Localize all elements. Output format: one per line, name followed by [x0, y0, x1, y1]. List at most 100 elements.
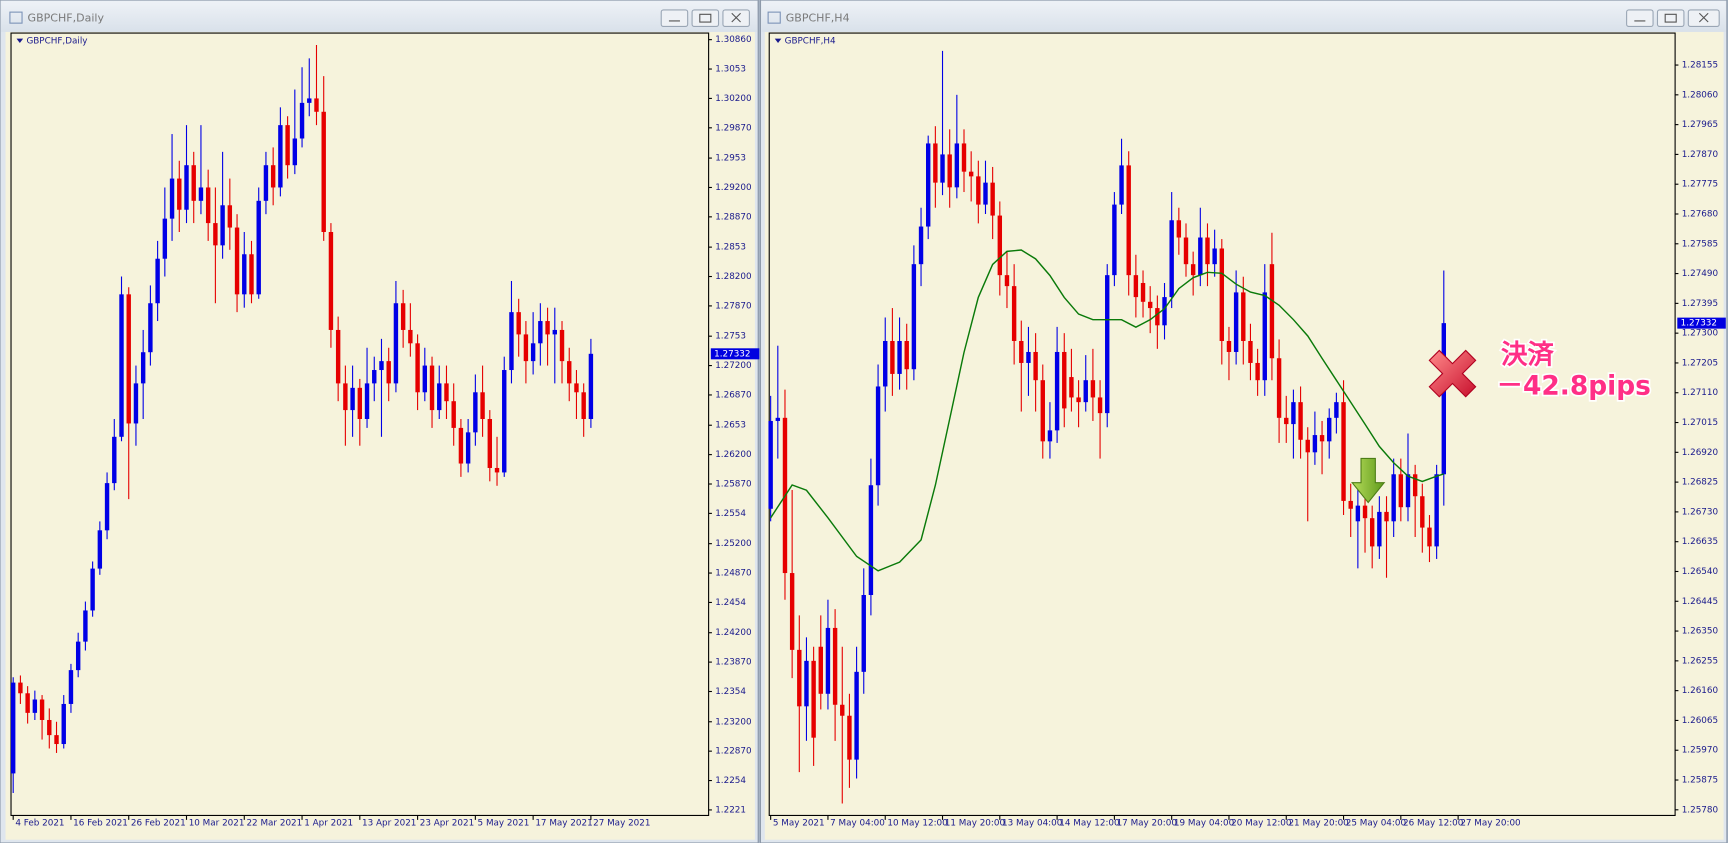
candle-body	[249, 254, 254, 295]
exit-cross	[1428, 349, 1477, 398]
candle-body	[1219, 248, 1225, 341]
y-tick-label: 1.27490	[1682, 269, 1719, 279]
maximize-button[interactable]	[1656, 9, 1685, 27]
candle-body	[861, 595, 866, 672]
current-price-label: 1.27332	[1681, 319, 1717, 329]
chart-background	[764, 31, 1724, 840]
candle-body	[379, 361, 384, 371]
candle-body	[990, 182, 995, 216]
button-glyphs	[1634, 12, 1709, 23]
candle-body	[1062, 351, 1067, 409]
y-tick-label: 1.26825	[1682, 478, 1718, 488]
candle-body	[1140, 282, 1146, 302]
candle-body	[177, 178, 182, 210]
candle-body	[1004, 275, 1010, 287]
candle-body	[854, 671, 859, 760]
candle-body	[1312, 435, 1318, 453]
minimize-button[interactable]	[660, 9, 689, 27]
candle-body	[797, 649, 802, 707]
candle-body	[1262, 292, 1267, 381]
candle-body	[169, 178, 175, 219]
y-tick-label: 1.27585	[1682, 239, 1718, 249]
candle-body	[451, 401, 456, 428]
plots: 1.30860 1.3053 1.30200 1.29870 1.2953 1.29200…	[10, 35, 1726, 829]
candle-body	[1412, 474, 1418, 497]
candle-body	[408, 329, 413, 344]
y-tick-label: 1.28060	[1682, 90, 1719, 100]
candle-body	[39, 699, 45, 720]
candle-body	[1090, 380, 1096, 398]
y-tick-label: 1.25780	[1682, 805, 1719, 815]
candle-body	[811, 660, 816, 738]
y-tick-label: 1.29870	[715, 123, 752, 133]
candle-body	[1369, 518, 1375, 547]
candle-body	[968, 171, 974, 177]
candle-body	[1269, 264, 1275, 359]
x-tick-label: 11 May 20:00	[945, 819, 1006, 829]
x-tick-label: 23 Apr 2021	[420, 819, 474, 829]
candle-body	[818, 646, 823, 694]
candle-body	[465, 432, 471, 464]
current-price-label: 1.27332	[714, 349, 750, 359]
y-tick-label: 1.27870	[715, 301, 752, 311]
y-tick-label: 1.2254	[715, 776, 746, 786]
window-title: GBPCHF,H4	[786, 12, 850, 25]
candle-body	[983, 182, 988, 205]
y-tick-label: 1.27200	[715, 361, 752, 371]
symbol-arrow	[16, 38, 24, 43]
candle-body	[1133, 275, 1139, 298]
candle-body	[868, 485, 874, 596]
candle-body	[83, 610, 88, 642]
candle-body	[25, 693, 30, 713]
y-tick-label: 1.26540	[1682, 567, 1719, 577]
candle-body	[574, 383, 579, 393]
candle-body	[1147, 301, 1153, 309]
candle-body	[567, 361, 572, 384]
y-tick-label: 1.26635	[1682, 537, 1718, 547]
y-tick-label: 1.2953	[715, 154, 746, 164]
y-tick-label: 1.28870	[715, 212, 752, 222]
candle-body	[904, 340, 909, 370]
y-tick-label: 1.27300	[1682, 329, 1719, 339]
title-bar	[1, 1, 758, 32]
y-tick-label: 1.27965	[1682, 120, 1718, 130]
x-tick-label: 16 Feb 2021	[73, 819, 128, 829]
candle-body	[198, 187, 204, 201]
candle-body	[263, 165, 269, 201]
y-tick-label: 1.26255	[1682, 656, 1718, 666]
window-icon	[767, 11, 781, 24]
candle-body	[119, 294, 124, 437]
candle-body	[961, 143, 967, 172]
candle-body	[205, 187, 211, 224]
candle-body	[1226, 340, 1232, 352]
candle-body	[386, 361, 391, 384]
candle-body	[61, 703, 66, 745]
candle-body	[140, 352, 146, 384]
candle-body	[1069, 377, 1074, 398]
candle-body	[933, 143, 938, 183]
candle-body	[321, 111, 326, 232]
x-tick-label: 27 May 20:00	[1460, 819, 1521, 829]
candle-body	[997, 215, 1003, 276]
x-tick-label: 26 Feb 2021	[131, 819, 186, 829]
y-tick-label: 1.26730	[1682, 507, 1719, 517]
candle-body	[285, 125, 290, 166]
minimize-button[interactable]	[1626, 9, 1654, 27]
candle-body	[256, 200, 261, 295]
candle-body	[897, 340, 902, 374]
candle-body	[1362, 505, 1368, 519]
y-tick-label: 1.25970	[1682, 746, 1719, 756]
candle-body	[1105, 275, 1110, 414]
y-tick-label: 1.27110	[1682, 388, 1719, 398]
candle-body	[372, 370, 377, 384]
candle-body	[1162, 297, 1167, 326]
maximize-button[interactable]	[691, 9, 720, 27]
x-tick-label: 20 May 12:00	[1231, 819, 1292, 829]
y-tick-label: 1.23200	[715, 717, 752, 727]
candle-body	[335, 329, 341, 384]
candle-body	[155, 258, 160, 304]
candle-body	[911, 264, 917, 370]
candle-body	[545, 321, 550, 335]
y-tick-label: 1.26445	[1682, 597, 1718, 607]
